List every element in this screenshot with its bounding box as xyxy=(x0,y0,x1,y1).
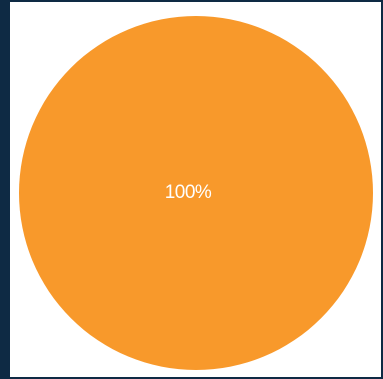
pie-slice xyxy=(19,16,373,370)
pie-slice-data-label: 100% xyxy=(165,182,212,203)
chart-panel: 100% xyxy=(10,2,381,377)
pie-slices xyxy=(19,16,373,370)
pie-chart-svg: 100% xyxy=(19,16,373,370)
pie-data-labels: 100% xyxy=(165,182,213,203)
pie-chart: 100% xyxy=(10,2,381,377)
